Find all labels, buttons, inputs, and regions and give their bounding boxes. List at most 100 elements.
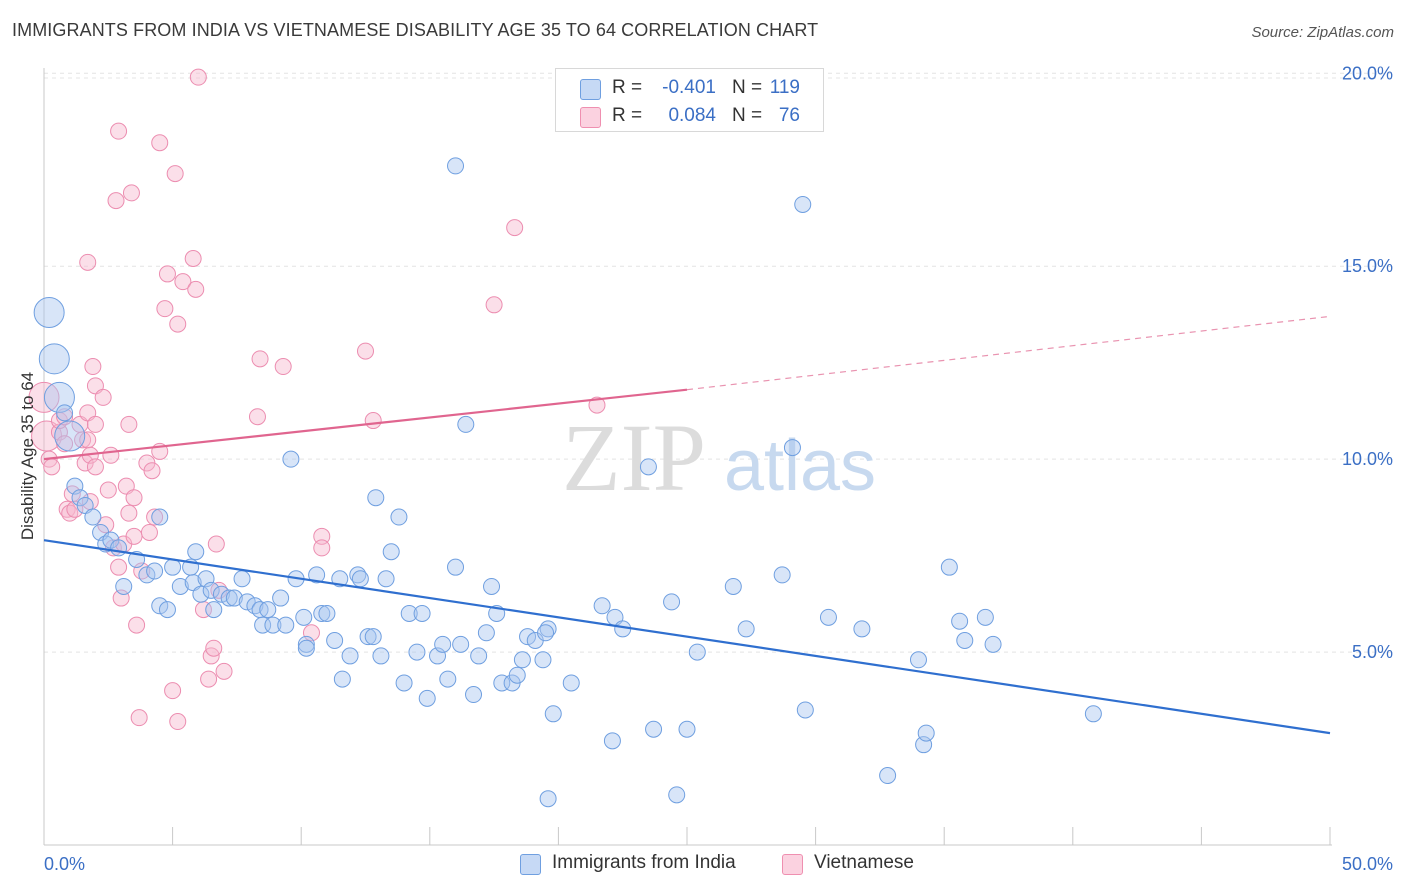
vietnamese-point-17 [79, 253, 97, 271]
y-tick-labels: 5.0% 10.0% 15.0% 20.0% [1342, 63, 1393, 662]
india-point-57 [367, 489, 385, 507]
india-point-38 [264, 616, 282, 634]
vietnamese-point-44 [140, 523, 158, 541]
vietnamese-point-13 [74, 431, 92, 449]
india-point-60 [382, 543, 400, 561]
india-point-48 [318, 604, 336, 622]
vietnamese-point-76 [588, 396, 606, 414]
vietnamese-point-58 [189, 68, 207, 86]
india-point-62 [395, 674, 413, 692]
series-immigrants-from-india [33, 157, 1102, 808]
correlation-legend: R = -0.401 N = 119 R = 0.084 N = 76 [555, 68, 824, 132]
watermark-zip: ZIP [562, 404, 706, 511]
india-point-113 [940, 558, 958, 576]
india-point-86 [539, 790, 557, 808]
india-point-61 [390, 508, 408, 526]
india-point-112 [917, 724, 935, 742]
india-point-8 [84, 508, 102, 526]
india-point-103 [773, 566, 791, 584]
vietnamese-point-75 [506, 219, 524, 237]
india-point-117 [984, 635, 1002, 653]
india-point-3 [56, 404, 74, 422]
india-point-83 [519, 628, 537, 646]
vietnamese-point-21 [86, 458, 104, 476]
india-point-77 [483, 577, 501, 595]
india-point-71 [452, 635, 470, 653]
india-point-68 [434, 635, 452, 653]
legend-n-value: 119 [769, 77, 800, 98]
legend-r-value: 0.084 [668, 105, 716, 126]
x-ticks [43, 827, 1331, 845]
india-point-15 [138, 566, 156, 584]
legend-row-india: R = -0.401 N = 119 [556, 75, 823, 101]
vietnamese-point-68 [274, 358, 292, 376]
vietnamese-point-56 [184, 250, 202, 268]
india-point-69 [439, 670, 457, 688]
india-point-45 [297, 639, 315, 657]
india-point-110 [909, 651, 927, 669]
india-point-79 [493, 674, 511, 692]
legend-swatch-india [580, 79, 601, 100]
watermark-atlas: atlas [724, 426, 876, 506]
india-point-24 [187, 543, 205, 561]
bottom-legend-swatch-india [520, 854, 541, 875]
india-point-12 [110, 539, 128, 557]
india-point-95 [639, 458, 657, 476]
india-point-49 [326, 631, 344, 649]
vietnamese-point-46 [146, 508, 164, 526]
bottom-legend-label-vietnamese: Vietnamese [814, 852, 914, 873]
x-tick-labels: 0.0% 50.0% [44, 854, 1393, 874]
vietnamese-point-37 [122, 184, 140, 202]
india-point-107 [819, 608, 837, 626]
vietnamese-point-41 [130, 709, 148, 727]
vietnamese-point-66 [248, 408, 266, 426]
vietnamese-point-40 [128, 616, 146, 634]
trend-line-india [43, 539, 1331, 735]
india-point-74 [465, 686, 483, 704]
vietnamese-point-53 [169, 315, 187, 333]
india-point-39 [272, 589, 290, 607]
india-point-108 [853, 620, 871, 638]
india-point-66 [418, 689, 436, 707]
legend-r-label: R = [612, 105, 643, 126]
india-point-27 [202, 581, 220, 599]
vietnamese-point-24 [94, 388, 112, 406]
trend-lines [43, 315, 1331, 735]
vietnamese-point-55 [174, 273, 192, 291]
india-point-97 [663, 593, 681, 611]
india-point-46 [308, 566, 326, 584]
india-point-17 [151, 597, 169, 615]
india-point-118 [1084, 705, 1102, 723]
india-point-1 [38, 343, 70, 375]
india-point-0 [33, 297, 65, 329]
vietnamese-point-74 [485, 296, 503, 314]
vietnamese-point-51 [164, 682, 182, 700]
india-point-65 [413, 604, 431, 622]
india-point-18 [151, 508, 169, 526]
watermark: ZIP atlas [562, 404, 876, 511]
vietnamese-point-45 [143, 462, 161, 480]
india-point-70 [447, 558, 465, 576]
india-point-59 [377, 570, 395, 588]
vietnamese-point-70 [313, 527, 331, 545]
legend-r-value: -0.401 [662, 77, 716, 98]
vietnamese-point-63 [207, 535, 225, 553]
india-point-29 [212, 585, 230, 603]
india-point-100 [688, 643, 706, 661]
y-tick-label-2: 15.0% [1342, 256, 1393, 276]
india-point-50 [331, 570, 349, 588]
y-axis-label-wrap: Disability Age 35 to 64 [18, 0, 42, 892]
india-point-21 [171, 577, 189, 595]
india-point-30 [220, 589, 238, 607]
y-tick-label-3: 20.0% [1342, 63, 1393, 83]
vietnamese-point-71 [313, 539, 331, 557]
vietnamese-point-38 [125, 527, 143, 545]
legend-row-vietnamese: R = 0.084 N = 76 [556, 103, 823, 129]
india-point-33 [238, 593, 256, 611]
india-point-76 [477, 624, 495, 642]
vietnamese-point-27 [102, 446, 120, 464]
india-point-16 [146, 562, 164, 580]
india-point-89 [544, 705, 562, 723]
bottom-legend-label-india: Immigrants from India [552, 852, 736, 873]
